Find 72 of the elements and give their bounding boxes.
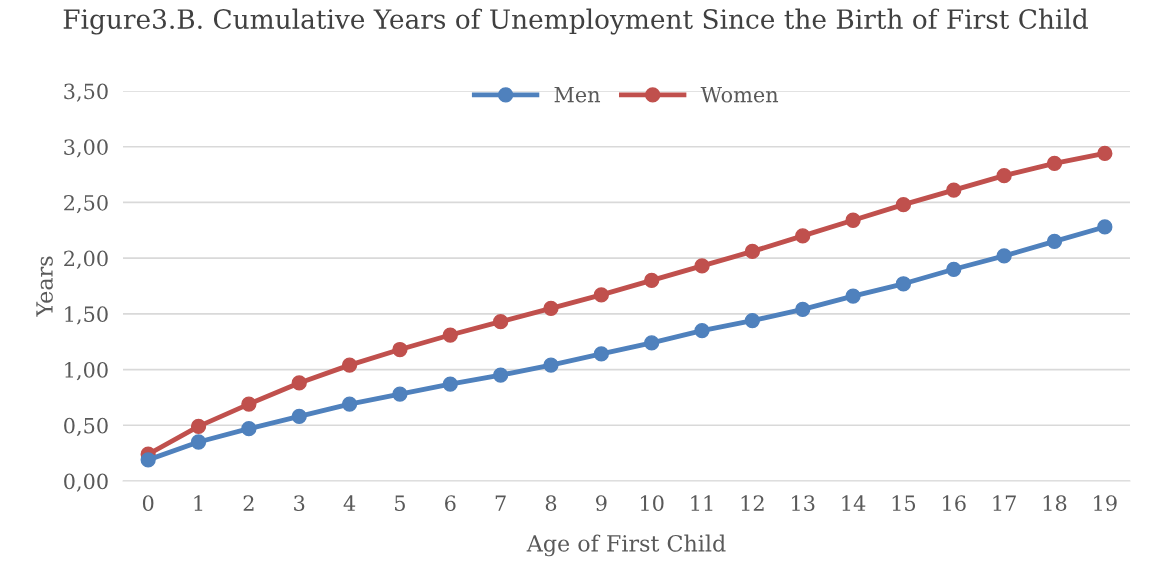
x-tick-label: 16 xyxy=(943,495,966,512)
point xyxy=(593,287,609,303)
point xyxy=(1046,155,1063,172)
y-tick-label: 1,00 xyxy=(65,362,108,381)
point xyxy=(694,322,710,339)
y-tick-label: 3,00 xyxy=(64,139,108,158)
x-tick-label: 14 xyxy=(842,495,866,511)
y-tick-label: 3,50 xyxy=(64,83,108,102)
point xyxy=(744,243,761,260)
point xyxy=(241,396,257,412)
legend-label: Men xyxy=(554,86,601,103)
point xyxy=(795,228,811,244)
y-tick-label: 1,50 xyxy=(65,306,108,325)
point xyxy=(291,375,307,391)
x-tick-label: 1 xyxy=(194,495,203,511)
point xyxy=(795,301,811,318)
point xyxy=(543,357,559,373)
x-tick-label: 13 xyxy=(792,495,815,512)
point xyxy=(946,261,962,277)
point xyxy=(190,418,207,435)
point xyxy=(946,182,962,198)
x-axis-title: Age of First Child xyxy=(526,534,726,557)
point xyxy=(543,300,559,316)
point xyxy=(492,314,509,330)
point xyxy=(845,288,861,304)
chart-title: Figure3.B. Cumulative Years of Unemployment Since the Birth of First Child xyxy=(63,8,1088,35)
x-tick-label: 5 xyxy=(395,495,405,512)
point xyxy=(694,258,710,274)
x-tick-label: 12 xyxy=(741,495,764,511)
y-tick-label: 2,50 xyxy=(64,194,108,214)
point xyxy=(644,272,660,289)
y-tick-label: 0,00 xyxy=(64,473,108,492)
x-tick-label: 8 xyxy=(545,495,557,512)
point xyxy=(341,357,358,373)
point xyxy=(593,346,609,362)
point xyxy=(845,212,861,228)
x-tick-label: 0 xyxy=(142,495,154,512)
x-tick-label: 17 xyxy=(993,495,1016,511)
point xyxy=(442,327,458,343)
point xyxy=(492,367,509,383)
point xyxy=(996,168,1012,184)
point xyxy=(341,396,358,412)
x-tick-label: 19 xyxy=(1094,495,1117,512)
point xyxy=(895,276,912,292)
x-tick-label: 10 xyxy=(640,495,664,512)
point xyxy=(392,341,408,358)
point xyxy=(190,434,207,450)
x-tick-label: 2 xyxy=(243,495,254,511)
point xyxy=(1097,145,1113,162)
point xyxy=(1097,219,1113,235)
point xyxy=(241,420,257,437)
y-axis-title: Years xyxy=(36,256,53,317)
x-tick-label: 11 xyxy=(691,495,713,511)
x-tick-label: 9 xyxy=(596,495,607,512)
point xyxy=(1046,233,1063,250)
point xyxy=(996,248,1012,264)
point xyxy=(291,408,307,425)
point xyxy=(140,452,156,468)
point xyxy=(644,335,660,351)
point xyxy=(895,197,912,213)
legend-label: Women xyxy=(700,86,779,103)
point xyxy=(744,312,761,329)
x-tick-label: 4 xyxy=(343,495,356,511)
point xyxy=(442,376,458,392)
y-tick-label: 0,50 xyxy=(64,417,108,437)
y-tick-label: 2,00 xyxy=(64,250,108,269)
x-tick-label: 18 xyxy=(1043,495,1067,512)
x-tick-label: 15 xyxy=(892,495,916,512)
point xyxy=(392,386,408,402)
x-tick-label: 7 xyxy=(495,495,506,511)
x-tick-label: 6 xyxy=(445,495,456,512)
x-tick-label: 3 xyxy=(294,495,305,512)
